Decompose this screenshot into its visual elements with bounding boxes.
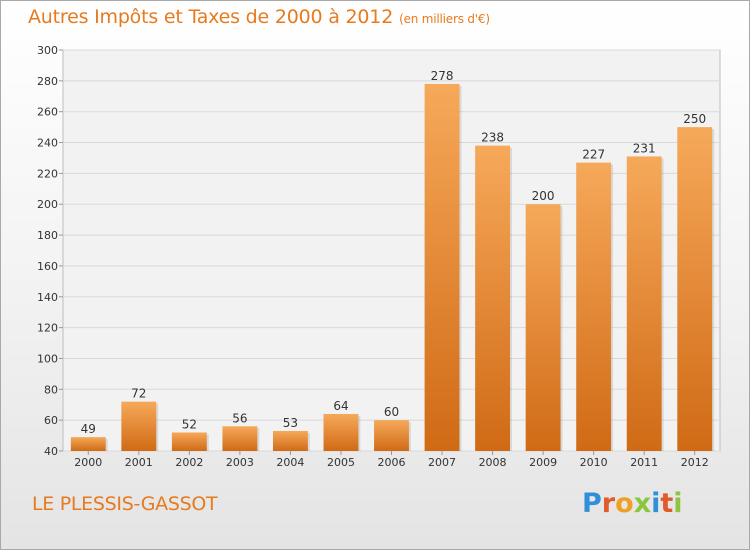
value-label: 250 [683, 112, 706, 126]
x-tick-label: 2010 [580, 456, 608, 469]
bar-2004[interactable] [272, 430, 308, 451]
proxiti-logo[interactable]: Proxiti [582, 488, 683, 519]
x-tick-label: 2005 [327, 456, 355, 469]
value-label: 238 [481, 131, 504, 145]
y-tick-label: 80 [44, 383, 58, 396]
bar-2007[interactable] [424, 83, 460, 451]
value-label: 49 [81, 422, 96, 436]
bar-2001[interactable] [121, 401, 157, 451]
logo-letter: t [660, 488, 674, 519]
y-tick-label: 60 [44, 414, 58, 427]
value-label: 60 [384, 405, 399, 419]
plot-area [62, 49, 721, 452]
logo-letter: x [633, 488, 652, 519]
bar-2010[interactable] [576, 162, 612, 452]
y-tick-label: 100 [37, 352, 58, 365]
y-tick-label: 120 [37, 322, 58, 335]
y-axis: 40 60 80 100 120 140 160 180 200 220 240 260 280 300 [37, 44, 63, 458]
chart-title-text: Autres Impôts et Taxes de 2000 à 2012 [28, 6, 394, 28]
commune-name: LE PLESSIS-GASSOT [32, 493, 218, 515]
x-tick-label: 2000 [74, 456, 102, 469]
value-label: 227 [582, 148, 605, 162]
bar-2002[interactable] [171, 432, 207, 451]
x-tick-label: 2002 [175, 456, 203, 469]
x-tick-label: 2007 [428, 456, 456, 469]
value-label: 56 [232, 411, 247, 425]
value-label: 72 [131, 387, 146, 401]
bar-2011[interactable] [626, 156, 662, 451]
x-tick-label: 2001 [125, 456, 153, 469]
y-tick-label: 260 [37, 106, 58, 119]
bars: 49 72 52 56 53 64 60 278 238 200 227 231 250 [70, 69, 715, 452]
value-label: 64 [333, 399, 348, 413]
bar-2008[interactable] [475, 145, 511, 451]
logo-letter: P [582, 488, 602, 519]
bar-2005[interactable] [323, 413, 359, 451]
value-label: 231 [633, 141, 656, 155]
bar-2012[interactable] [677, 127, 713, 451]
y-tick-label: 140 [37, 291, 58, 304]
value-label: 278 [431, 69, 454, 83]
y-tick-label: 220 [37, 167, 58, 180]
value-label: 200 [532, 189, 555, 203]
x-tick-label: 2003 [226, 456, 254, 469]
bar-2009[interactable] [525, 204, 561, 451]
chart-title: Autres Impôts et Taxes de 2000 à 2012 (en… [28, 6, 490, 28]
x-tick-label: 2011 [630, 456, 658, 469]
y-tick-label: 180 [37, 229, 58, 242]
logo-letter: r [601, 488, 616, 519]
y-tick-label: 160 [37, 260, 58, 273]
x-tick-label: 2009 [529, 456, 557, 469]
x-axis: 2000 2001 2002 2003 2004 2005 2006 2007 2008 2009… [74, 451, 709, 469]
value-label: 52 [182, 417, 197, 431]
value-label: 53 [283, 416, 298, 430]
y-tick-label: 200 [37, 198, 58, 211]
logo-letter: o [615, 488, 634, 519]
bar-2003[interactable] [222, 426, 258, 451]
chart-unit: (en milliers d'€) [399, 12, 490, 26]
x-tick-label: 2006 [378, 456, 406, 469]
y-tick-label: 40 [44, 445, 58, 458]
x-tick-label: 2012 [681, 456, 709, 469]
bar-2006[interactable] [374, 420, 409, 451]
y-tick-label: 300 [37, 44, 58, 57]
x-tick-label: 2008 [479, 456, 507, 469]
logo-letter: i [673, 488, 683, 519]
x-tick-label: 2004 [276, 456, 304, 469]
logo-letter: i [651, 488, 661, 519]
y-tick-label: 280 [37, 75, 58, 88]
bar-2000[interactable] [70, 437, 106, 451]
y-tick-label: 240 [37, 137, 58, 150]
